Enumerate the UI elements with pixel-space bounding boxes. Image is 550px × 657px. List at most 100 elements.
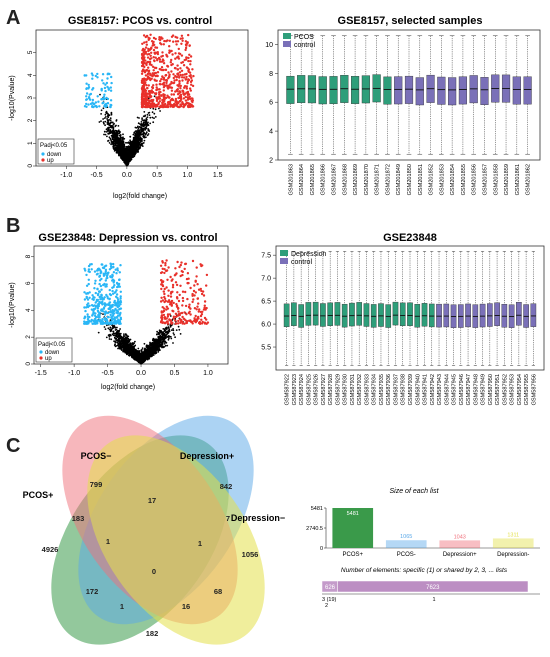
volcano-point-up — [179, 67, 182, 70]
volcano-point-ns — [166, 344, 169, 347]
volcano-point-ns — [110, 126, 113, 129]
volcano-point-ns — [172, 332, 175, 334]
volcano-point-ns — [150, 350, 153, 353]
volcano-point-ns — [108, 114, 110, 117]
volcano-point-ns — [120, 335, 123, 338]
volcano-point-ns — [148, 114, 151, 116]
volcano-point-up — [190, 79, 194, 82]
volcano-point-up — [180, 34, 184, 37]
volcano-point-up — [182, 104, 186, 108]
volcano-point-ns — [114, 332, 117, 335]
volcano-point-ns — [106, 118, 108, 120]
volcano-point-ns — [164, 329, 167, 332]
volcano-point-ns — [157, 349, 160, 352]
volcano-point-up — [184, 102, 188, 105]
volcano-point-ns — [152, 342, 154, 344]
volcano-point-ns — [102, 121, 105, 124]
volcano-point-ns — [104, 133, 107, 136]
volcano-point-ns — [144, 123, 147, 126]
volcano-point-up — [168, 39, 171, 42]
volcano-point-ns — [151, 111, 154, 114]
sample-label: GSM201855 — [461, 164, 467, 195]
volcano-point-up — [180, 54, 184, 57]
sample-label: GSM201870 — [364, 164, 370, 195]
volcano-point-ns — [107, 130, 110, 132]
volcano-point-ns — [116, 341, 119, 344]
volcano-point-up — [171, 98, 175, 102]
volcano-point-up — [154, 74, 157, 78]
sample-label: GSM201871 — [375, 164, 381, 195]
volcano-point-ns — [115, 148, 118, 151]
volcano-point-up — [175, 76, 178, 79]
volcano-point-up — [166, 85, 169, 88]
volcano-point-ns — [125, 150, 128, 153]
volcano-point-up — [152, 40, 155, 44]
volcano-point-up — [178, 80, 181, 83]
volcano-point-up — [153, 59, 156, 62]
volcano-point-ns — [109, 132, 112, 135]
volcano-point-ns — [146, 116, 149, 118]
volcano-point-up — [176, 72, 180, 75]
y-tick-label: 2 — [269, 158, 273, 165]
volcano-point-ns — [134, 356, 137, 359]
sample-label: GSM201852 — [429, 164, 435, 195]
volcano-point-ns — [114, 137, 116, 139]
volcano-point-up — [178, 95, 182, 98]
volcano-point-ns — [133, 147, 135, 150]
volcano-point-up — [175, 78, 178, 82]
volcano-point-down — [108, 72, 111, 76]
sample-label: GSM201850 — [407, 164, 413, 195]
volcano-point-ns — [155, 352, 158, 354]
volcano-point-ns — [140, 349, 143, 352]
volcano-point-ns — [123, 148, 125, 151]
volcano-point-down — [105, 81, 109, 85]
volcano-point-ns — [158, 107, 160, 110]
volcano-point-down — [95, 105, 98, 108]
volcano-point-ns — [165, 327, 168, 330]
volcano-point-down — [97, 100, 100, 103]
volcano-point-up — [142, 61, 145, 64]
volcano-point-ns — [118, 347, 121, 350]
sample-label: GSM201853 — [439, 164, 445, 195]
volcano-point-ns — [109, 119, 112, 122]
volcano-point-up — [169, 99, 172, 102]
volcano-point-ns — [170, 329, 173, 331]
volcano-point-ns — [134, 340, 136, 343]
volcano-point-up — [186, 41, 189, 45]
volcano-point-up — [182, 92, 185, 95]
box-body — [437, 76, 446, 105]
volcano-point-up — [192, 74, 195, 78]
volcano-point-ns — [141, 145, 144, 148]
volcano-point-up — [177, 47, 180, 51]
volcano-a-xlabel: log2(fold change) — [113, 193, 167, 200]
volcano-point-ns — [145, 117, 148, 120]
volcano-point-up — [177, 55, 180, 58]
x-tick-label: 1.0 — [183, 172, 193, 179]
volcano-point-ns — [142, 142, 145, 144]
volcano-point-ns — [115, 151, 118, 154]
volcano-point-up — [151, 86, 154, 90]
volcano-point-ns — [137, 144, 140, 147]
volcano-point-ns — [159, 340, 162, 343]
volcano-point-up — [140, 96, 144, 99]
volcano-point-ns — [124, 348, 127, 350]
volcano-point-ns — [106, 123, 109, 125]
sample-label: GSM201863 — [288, 164, 294, 195]
volcano-point-up — [185, 85, 188, 88]
volcano-point-ns — [133, 351, 136, 354]
volcano-point-up — [188, 44, 191, 47]
volcano-point-ns — [119, 328, 121, 330]
volcano-point-ns — [147, 129, 150, 132]
volcano-point-up — [188, 87, 192, 90]
volcano-point-ns — [98, 121, 101, 123]
volcano-point-ns — [144, 349, 147, 351]
volcano-point-ns — [116, 326, 118, 329]
volcano-point-up — [189, 55, 193, 58]
volcano-point-up — [188, 74, 191, 78]
volcano-point-ns — [131, 349, 134, 352]
volcano-point-down — [109, 105, 112, 109]
volcano-point-ns — [114, 144, 116, 147]
volcano-point-ns — [127, 155, 129, 158]
volcano-point-ns — [130, 146, 133, 149]
volcano-point-ns — [130, 354, 133, 357]
